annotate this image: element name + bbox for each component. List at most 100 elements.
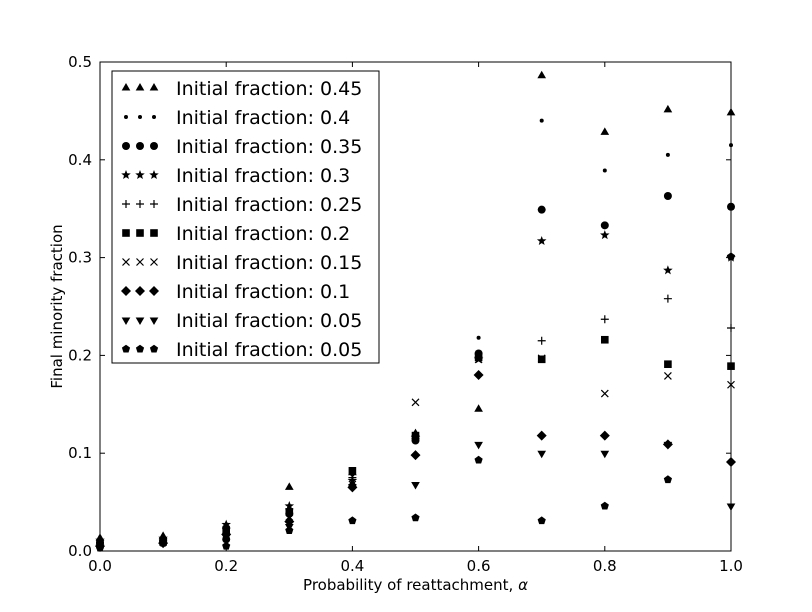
data-point-x — [537, 354, 546, 363]
x-tick-label: 0.0 — [88, 557, 112, 575]
legend-marker-plus — [122, 200, 130, 208]
data-point-square — [664, 360, 672, 369]
data-point-triangle-up — [600, 127, 610, 135]
data-point-diamond — [599, 430, 610, 441]
legend-marker-square — [122, 229, 130, 237]
data-point-circle — [663, 191, 672, 200]
legend-marker-plus — [136, 200, 144, 208]
legend-marker-star — [135, 170, 145, 180]
data-point-pentagon — [159, 538, 168, 547]
y-tick-label: 0.1 — [68, 444, 92, 462]
data-point-pentagon — [663, 475, 672, 484]
data-point-square — [348, 467, 357, 475]
data-point-square — [411, 431, 420, 440]
legend-entry: Initial fraction: 0.4 — [124, 107, 350, 129]
data-point-x — [727, 380, 735, 389]
data-point-pentagon — [285, 526, 294, 534]
data-point-pentagon — [95, 543, 105, 552]
data-point-point — [665, 152, 670, 157]
legend-label: Initial fraction: 0.25 — [176, 194, 362, 216]
legend-label: Initial fraction: 0.45 — [176, 78, 362, 100]
data-point-circle — [537, 205, 546, 214]
legend-marker-triangle-down — [135, 317, 145, 325]
legend-marker-triangle-up — [121, 83, 131, 91]
data-point-triangle-down — [726, 503, 736, 512]
legend-marker-circle — [150, 142, 158, 150]
x-tick-label: 0.6 — [467, 557, 491, 575]
y-tick-label: 0.5 — [68, 53, 92, 71]
data-point-triangle-up — [726, 107, 736, 116]
data-point-square — [537, 355, 546, 364]
data-point-square — [601, 335, 609, 344]
data-point-pentagon — [222, 541, 231, 550]
x-tick-label: 0.2 — [214, 557, 238, 575]
x-axis-label: Probability of reattachment, α — [303, 576, 528, 594]
data-point-pentagon — [726, 252, 736, 261]
legend-marker-triangle-up — [135, 83, 145, 91]
data-point-star — [600, 230, 610, 240]
legend-entry: Initial fraction: 0.2 — [122, 223, 350, 245]
data-point-pentagon — [348, 516, 357, 525]
legend-marker-triangle-down — [149, 317, 159, 325]
legend-marker-triangle-up — [149, 83, 159, 91]
legend-marker-circle — [122, 142, 130, 150]
y-tick-label: 0.4 — [68, 151, 92, 169]
legend-marker-pentagon — [149, 344, 159, 353]
data-point-triangle-down — [537, 450, 547, 459]
data-point-diamond — [473, 369, 484, 380]
x-axis-label-text: Probability of reattachment, — [303, 576, 518, 594]
legend-marker-diamond — [149, 286, 159, 296]
legend-marker-diamond — [135, 286, 145, 296]
x-axis-label-symbol: α — [518, 576, 528, 594]
legend-marker-square — [136, 229, 144, 237]
y-axis-label: Final minority fraction — [48, 224, 66, 388]
legend-marker-pentagon — [121, 344, 131, 353]
data-point-triangle-up — [474, 404, 483, 412]
x-tick-label: 0.8 — [593, 557, 617, 575]
data-point-triangle-down — [348, 483, 357, 492]
legend-marker-x — [136, 258, 144, 266]
x-tick-label: 1.0 — [719, 557, 743, 575]
legend-entry: Initial fraction: 0.1 — [121, 281, 350, 303]
legend-marker-plus — [150, 200, 158, 208]
data-point-point — [602, 168, 607, 173]
legend-box — [111, 70, 380, 364]
data-point-triangle-down — [474, 441, 483, 450]
x-tick-label: 0.4 — [340, 557, 364, 575]
legend-label: Initial fraction: 0.3 — [176, 165, 350, 187]
y-tick-label: 0.0 — [68, 542, 92, 560]
legend-marker-x — [150, 258, 158, 266]
data-point-triangle-up — [284, 482, 294, 490]
data-points — [95, 70, 736, 553]
data-point-point — [539, 118, 544, 123]
legend-label: Initial fraction: 0.1 — [176, 281, 350, 303]
tick-labels: 0.0 0.2 0.4 0.6 0.8 1.0 0.0 0.1 0.2 0.3 0.4 0.5 — [68, 53, 743, 575]
legend-label: Initial fraction: 0.4 — [176, 107, 350, 129]
data-point-triangle-down — [600, 450, 610, 459]
legend-label: Initial fraction: 0.2 — [176, 223, 350, 245]
legend-entry: Initial fraction: 0.35 — [122, 136, 362, 158]
data-point-square — [727, 362, 735, 370]
data-point-x — [411, 398, 420, 407]
legend-label: Initial fraction: 0.05 — [176, 310, 362, 332]
legend-marker-point — [152, 115, 156, 119]
legend-marker-star — [149, 170, 159, 180]
legend-marker-triangle-down — [121, 317, 131, 325]
data-point-triangle-up — [537, 70, 547, 79]
data-point-star — [221, 519, 231, 529]
legend-label: Initial fraction: 0.05 — [176, 339, 362, 361]
data-point-plus — [727, 324, 735, 333]
legend-marker-point — [124, 115, 128, 119]
legend-label: Initial fraction: 0.35 — [176, 136, 362, 158]
legend: Initial fraction: 0.45 Initial fraction: … — [111, 70, 380, 364]
data-point-triangle-down — [411, 482, 420, 490]
data-point-plus — [348, 473, 357, 482]
data-point-square — [474, 353, 483, 362]
legend-marker-diamond — [121, 286, 131, 296]
data-point-square — [285, 508, 294, 516]
data-point-pentagon — [600, 501, 609, 510]
data-point-point — [476, 335, 481, 340]
legend-entry: Initial fraction: 0.15 — [122, 252, 362, 274]
y-tick-label: 0.2 — [68, 346, 92, 364]
